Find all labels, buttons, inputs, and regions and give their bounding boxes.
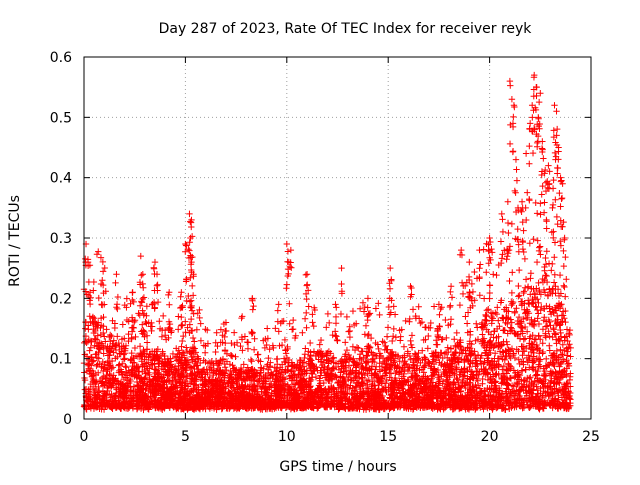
chart-container: 00.10.20.30.40.50.60510152025 Day 287 of… (0, 0, 640, 480)
roti-scatter-chart: 00.10.20.30.40.50.60510152025 Day 287 of… (0, 0, 640, 480)
